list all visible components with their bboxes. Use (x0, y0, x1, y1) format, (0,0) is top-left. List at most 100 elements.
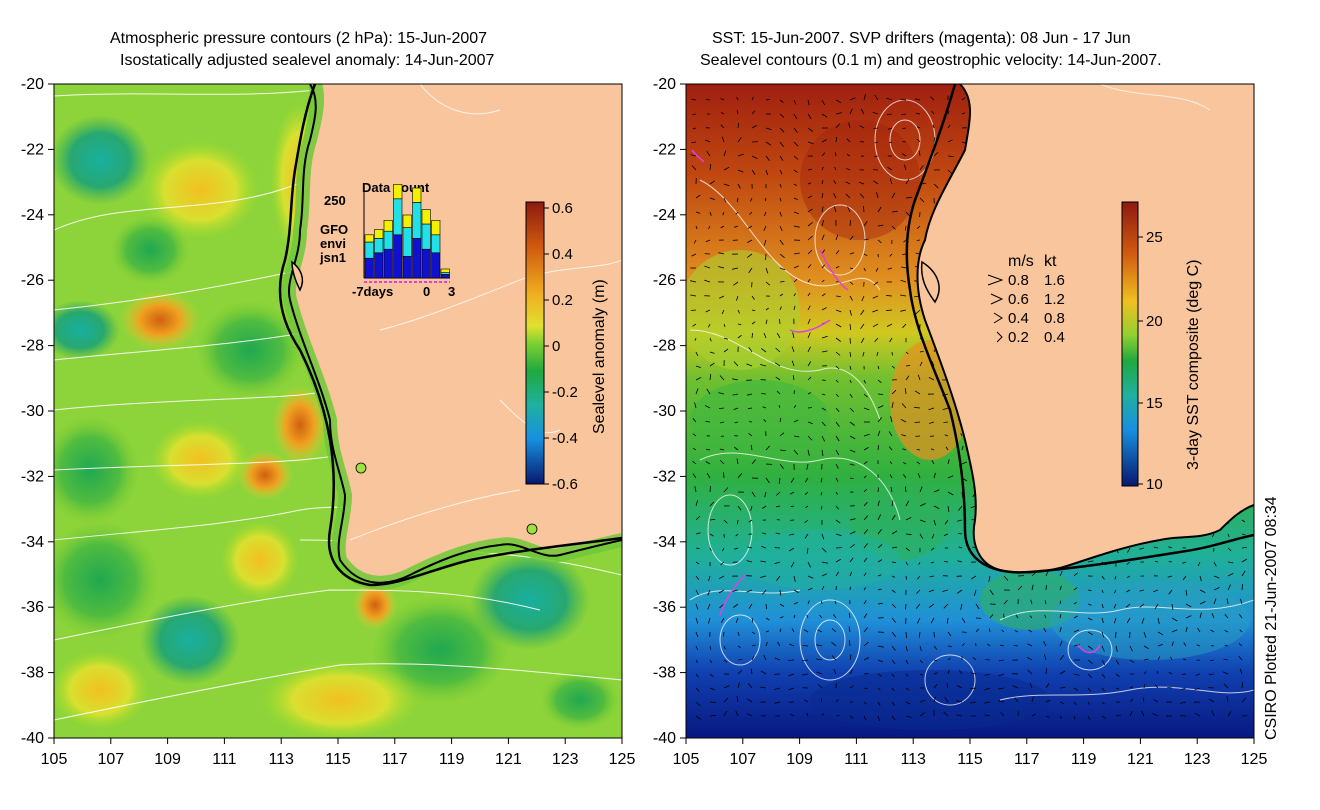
inset-bar-jsn1 (393, 234, 403, 279)
inset-bar-gfo (431, 220, 441, 236)
y-tick-label: -34 (21, 534, 44, 551)
right-title-line1: SST: 15-Jun-2007. SVP drifters (magenta)… (712, 30, 1131, 47)
y-tick-label: -24 (653, 207, 676, 224)
inset-bar-envi (412, 202, 422, 239)
inset-bar-gfo (374, 229, 384, 239)
right-map (686, 84, 1254, 738)
y-tick-label: -38 (21, 665, 44, 682)
sla-colorbar-tick: 0 (552, 338, 560, 355)
velocity-legend-arrow (987, 274, 1004, 286)
credit-text: CSIRO Plotted 21-Jun-2007 08:34 (1263, 496, 1280, 740)
x-tick-label: 105 (673, 751, 700, 768)
sla-colorbar-tick: -0.2 (552, 384, 578, 401)
y-tick-label: -32 (653, 468, 676, 485)
x-tick-label: 105 (41, 751, 68, 768)
australia-land-right (917, 84, 1254, 573)
inset-bar-jsn1 (374, 252, 384, 279)
velocity-legend-arrow (990, 293, 1004, 305)
inset-x-label: 0 (423, 284, 430, 299)
left-title-line1: Atmospheric pressure contours (2 hPa): 1… (110, 30, 488, 47)
sla-colorbar-tick: 0.6 (552, 200, 573, 217)
x-tick-label: 109 (154, 751, 181, 768)
y-tick-label: -32 (21, 468, 44, 485)
y-tick-label: -40 (21, 730, 44, 747)
velocity-legend-kt: 1.6 (1044, 272, 1065, 289)
sst-colorbar-tick: 10 (1146, 476, 1163, 493)
coastline-left (288, 84, 622, 584)
inset-bar-envi (393, 198, 403, 236)
sst-colorbar (1121, 201, 1139, 487)
inset-x-label: -7days (352, 284, 393, 299)
velocity-legend-ms: 0.2 (1008, 329, 1029, 346)
velocity-legend-kt: 0.4 (1044, 329, 1065, 346)
inset-bar-envi (421, 223, 431, 250)
inset-bar-gfo (421, 209, 431, 225)
x-tick-label: 117 (382, 751, 408, 768)
x-tick-label: 111 (844, 751, 868, 768)
x-tick-label: 111 (212, 751, 236, 768)
inset-bar-jsn1 (431, 252, 441, 279)
inset-bar-jsn1 (402, 256, 412, 279)
x-tick-label: 115 (325, 751, 351, 768)
left-title-line2: Isostatically adjusted sealevel anomaly:… (120, 52, 495, 69)
y-tick-label: -38 (653, 665, 676, 682)
x-tick-label: 123 (1184, 751, 1211, 768)
right-title-line2: Sealevel contours (0.1 m) and geostrophi… (700, 52, 1162, 69)
sla-colorbar-tick: 0.2 (552, 292, 573, 309)
x-tick-label: 115 (957, 751, 983, 768)
inset-bar-jsn1 (412, 238, 422, 279)
x-tick-label: 125 (609, 751, 636, 768)
sst-colorbar-tick: 25 (1146, 229, 1163, 246)
sla-colorbar-label: Sealevel anomaly (m) (591, 279, 608, 434)
y-tick-label: -22 (21, 141, 44, 158)
sla-colorbar (525, 201, 545, 485)
x-tick-label: 119 (1071, 751, 1097, 768)
x-tick-label: 121 (495, 751, 522, 768)
inset-bar-gfo (440, 268, 450, 273)
y-tick-label: -34 (653, 534, 676, 551)
x-tick-label: 121 (1127, 751, 1154, 768)
y-tick-label: -28 (653, 338, 676, 355)
y-tick-label: -26 (653, 272, 676, 289)
x-tick-label: 123 (552, 751, 579, 768)
sla-colorbar-tick: 0.4 (552, 246, 573, 263)
velocity-legend-ms: 0.6 (1008, 291, 1029, 308)
inset-bar-jsn1 (421, 248, 431, 279)
x-tick-label: 109 (786, 751, 813, 768)
y-tick-label: -20 (21, 76, 44, 93)
inset-legend-jsn1: jsn1 (319, 250, 346, 265)
inset-legend-envi: envi (320, 236, 346, 251)
velocity-legend: m/s kt 0.8 1.6 0.6 1.2 0.4 0.8 0.2 0.4 (987, 253, 1065, 346)
sla-colorbar-tick: -0.4 (552, 430, 578, 447)
y-tick-label: -22 (653, 141, 676, 158)
y-tick-label: -24 (21, 207, 44, 224)
x-tick-label: 107 (729, 751, 756, 768)
velocity-legend-arrow (993, 312, 1003, 324)
inset-bar-envi (431, 234, 441, 254)
inset-x-label: 3 (448, 284, 455, 299)
station-marker (355, 462, 367, 474)
sst-colorbar-tick: 15 (1146, 395, 1163, 412)
sst-colorbar-label: 3-day SST composite (deg C) (1185, 260, 1202, 470)
velocity-legend-kt: 1.2 (1044, 291, 1065, 308)
inset-bar-envi (364, 241, 374, 259)
x-tick-label: 125 (1241, 751, 1268, 768)
inset-bar-gfo (364, 234, 374, 243)
inset-bar-envi (383, 230, 393, 250)
station-marker (526, 523, 538, 535)
x-tick-label: 113 (268, 751, 294, 768)
y-tick-label: -30 (21, 403, 44, 420)
inset-bar-gfo (383, 220, 393, 232)
inset-bar-envi (374, 238, 384, 254)
inset-bar-jsn1 (364, 257, 374, 279)
y-tick-label: -36 (21, 599, 44, 616)
x-tick-label: 113 (900, 751, 926, 768)
y-tick-label: -40 (653, 730, 676, 747)
y-tick-label: -20 (653, 76, 676, 93)
velocity-legend-kt: 0.8 (1044, 310, 1065, 327)
y-tick-label: -36 (653, 599, 676, 616)
sla-colorbar-tick: -0.6 (552, 476, 578, 493)
sst-colorbar-tick: 20 (1146, 313, 1163, 330)
